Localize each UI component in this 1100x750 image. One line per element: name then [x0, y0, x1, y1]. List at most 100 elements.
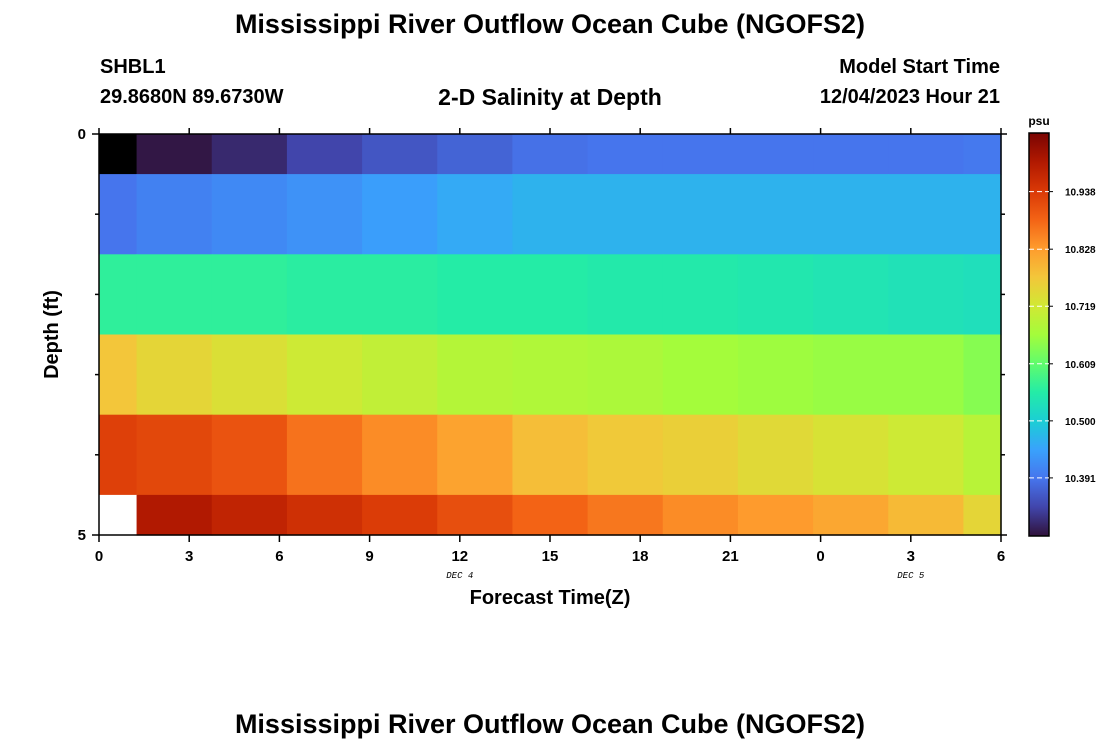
- y-axis-label: Depth (ft): [41, 290, 63, 379]
- heatmap-cell: [662, 334, 739, 416]
- heatmap-cell: [737, 494, 814, 536]
- heatmap-cell: [587, 174, 664, 255]
- heatmap-cell: [136, 254, 213, 336]
- heatmap-cell: [813, 254, 889, 336]
- heatmap-cell: [587, 494, 664, 536]
- heatmap-cell: [99, 134, 138, 175]
- model-start-time: 12/04/2023 Hour 21: [819, 86, 1000, 108]
- x-tick-label: 18: [632, 548, 649, 565]
- heatmap-cell: [888, 174, 965, 255]
- heatmap-cell: [587, 134, 664, 175]
- plot-title: 2-D Salinity at Depth: [438, 84, 662, 110]
- x-tick-label: 6: [275, 548, 283, 565]
- x-tick-label: 12: [451, 548, 468, 565]
- heatmap-cell: [437, 414, 514, 496]
- heatmap-cell: [888, 334, 965, 416]
- heatmap-cell: [99, 174, 138, 255]
- heatmap-cell: [587, 334, 664, 416]
- heatmap-cell: [286, 334, 363, 416]
- heatmap-cell: [211, 134, 288, 175]
- heatmap-cell: [662, 134, 739, 175]
- heatmap-cell: [437, 334, 514, 416]
- colorbar: 10.391 10.500 10.609 10.719 10.828 10.938: [1028, 132, 1096, 537]
- heatmap-cell: [512, 494, 589, 536]
- heatmap-cell: [512, 134, 589, 175]
- heatmap-cell: [437, 134, 514, 175]
- y-tick-label: 5: [78, 527, 86, 544]
- station-id: SHBL1: [100, 56, 166, 78]
- heatmap-cell: [963, 254, 1002, 336]
- x-tick-label: 3: [185, 548, 193, 565]
- heatmap-cell: [512, 334, 589, 416]
- heatmap-cell: [136, 414, 213, 496]
- x-tick-label: 0: [816, 548, 824, 565]
- heatmap-cell: [737, 174, 814, 255]
- colorbar-tick-label: 10.828: [1065, 245, 1096, 256]
- colorbar-tick-label: 10.500: [1065, 417, 1096, 428]
- heatmap-cell: [99, 254, 138, 336]
- footer-title: Mississippi River Outflow Ocean Cube (NG…: [234, 709, 866, 739]
- heatmap-cell: [512, 414, 589, 496]
- date-label: DEC 4: [446, 571, 473, 581]
- heatmap-cell: [362, 134, 438, 175]
- x-tick-label: 9: [365, 548, 373, 565]
- heatmap-cell: [587, 254, 664, 336]
- figure-title: Mississippi River Outflow Ocean Cube (NG…: [234, 9, 866, 39]
- colorbar-tick-label: 10.719: [1065, 302, 1096, 313]
- heatmap-cell: [662, 254, 739, 336]
- heatmap-cell: [136, 494, 213, 536]
- heatmap-cell: [662, 174, 739, 255]
- heatmap-cell: [286, 254, 363, 336]
- station-coordinates: 29.8680N 89.6730W: [100, 86, 284, 108]
- heatmap-cell: [587, 414, 664, 496]
- heatmap-cell: [963, 334, 1002, 416]
- colorbar-tick-label: 10.938: [1065, 188, 1096, 199]
- x-tick-label: 21: [722, 548, 739, 565]
- colorbar-tick-label: 10.391: [1065, 474, 1096, 485]
- heatmap-cell: [813, 134, 889, 175]
- heatmap-cell: [136, 174, 213, 255]
- heatmap-cell: [963, 174, 1002, 255]
- heatmap-cells: [99, 134, 1002, 536]
- heatmap-cell: [737, 254, 814, 336]
- heatmap-cell: [888, 254, 965, 336]
- heatmap-cell: [813, 334, 889, 416]
- x-tick-label: 0: [95, 548, 103, 565]
- heatmap-cell: [662, 494, 739, 536]
- heatmap-cell: [437, 174, 514, 255]
- heatmap-cell: [512, 174, 589, 255]
- heatmap-cell: [963, 494, 1002, 536]
- y-tick-label: 0: [78, 126, 86, 143]
- x-tick-label: 15: [542, 548, 559, 565]
- heatmap-cell: [211, 414, 288, 496]
- heatmap-cell: [662, 414, 739, 496]
- colorbar-unit: psu: [1028, 114, 1049, 128]
- date-label: DEC 5: [897, 571, 925, 581]
- colorbar-gradient: [1028, 132, 1050, 537]
- heatmap-cell: [362, 254, 438, 336]
- x-axis-label: Forecast Time(Z): [470, 587, 631, 609]
- heatmap-cell: [211, 334, 288, 416]
- heatmap-cell: [211, 174, 288, 255]
- heatmap-cell: [888, 134, 965, 175]
- heatmap-cell: [813, 414, 889, 496]
- heatmap-cell: [362, 414, 438, 496]
- heatmap-cell: [286, 174, 363, 255]
- heatmap-cell: [362, 494, 438, 536]
- heatmap-cell: [963, 134, 1002, 175]
- heatmap-cell: [362, 174, 438, 255]
- heatmap-cell: [737, 134, 814, 175]
- heatmap-cell: [99, 494, 138, 536]
- colorbar-tick-label: 10.609: [1065, 360, 1096, 371]
- heatmap-cell: [136, 134, 213, 175]
- heatmap-cell: [813, 174, 889, 255]
- x-tick-label: 3: [907, 548, 915, 565]
- heatmap-cell: [362, 334, 438, 416]
- heatmap-cell: [286, 494, 363, 536]
- heatmap-cell: [437, 494, 514, 536]
- heatmap-cell: [737, 334, 814, 416]
- heatmap-cell: [99, 334, 138, 416]
- heatmap-cell: [888, 414, 965, 496]
